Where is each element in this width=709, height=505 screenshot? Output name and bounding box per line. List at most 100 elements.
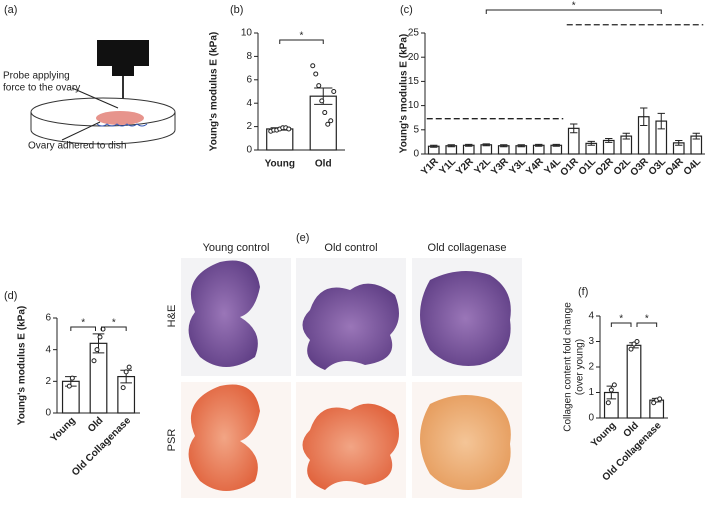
x-tick-label: O3R [628,156,651,179]
error-bar [587,140,595,146]
data-point [120,385,126,391]
data-point [611,382,617,388]
data-point [66,383,72,389]
y-tick-label: 3 [588,336,594,347]
error-bar [447,144,455,148]
significance-label: * [81,318,85,329]
x-tick-label: Y4R [524,156,546,178]
panel-label: (c) [400,4,413,16]
error-bar [482,143,490,147]
data-point [286,126,292,132]
diagram-label: Probe applying [3,71,70,82]
x-tick-label: Old [86,415,106,435]
data-point [94,347,100,353]
error-bar [535,143,543,147]
data-point [631,341,637,347]
panel-label: (b) [230,4,243,16]
y-tick-label: 2 [588,362,594,373]
panel-label: (f) [578,286,588,298]
y-tick-label: 4 [246,98,252,109]
error-bar [640,107,648,126]
y-axis-label: (over young) [575,339,586,395]
x-tick-label: Young [49,415,78,444]
error-bar [675,139,683,146]
x-tick-label: Y2R [454,156,476,178]
row-label: PSR [166,429,178,452]
significance-label: * [572,1,576,12]
significance-label: * [112,318,116,329]
x-tick-label: O4L [682,156,704,178]
significance-bracket [636,322,658,327]
significance-label: * [619,314,623,325]
significance-bracket [70,326,96,331]
x-tick-label: Young [589,420,618,449]
x-tick-label: O3L [647,156,669,178]
error-bar [622,132,630,140]
diagram-label: Ovary adhered to dish [28,141,126,152]
data-point [608,387,614,393]
y-tick-label: 0 [588,413,594,424]
y-tick-label: 6 [246,74,252,85]
y-axis-label: Young's modulus E (kPa) [17,306,28,425]
significance-bracket [101,326,127,331]
bar [309,95,337,151]
data-point [657,396,663,402]
x-tick-label: Young [265,159,295,170]
data-point [313,71,319,77]
x-tick-label: O2L [612,156,634,178]
x-tick-label: O1L [577,156,599,178]
y-tick-label: 2 [45,376,51,387]
diagram: Probe applying force to the ovary Ovary … [3,40,176,152]
data-point [319,98,325,104]
error-bar [465,143,473,147]
y-tick-label: 5 [413,124,419,135]
error-bar [657,112,665,130]
panel-label: (e) [296,232,309,244]
data-point [126,364,132,370]
y-tick-label: 1 [588,387,594,398]
bar [626,344,642,419]
y-tick-label: 4 [588,311,594,322]
y-tick-label: 0 [45,408,51,419]
x-tick-label: Y3R [489,156,511,178]
error-bar [500,144,508,148]
y-axis-label: Young's modulus E (kPa) [209,32,220,151]
y-tick-label: 6 [45,313,51,324]
data-point [325,121,331,127]
y-tick-label: 20 [408,52,420,63]
y-tick-label: 4 [45,344,51,355]
column-label: Old collagenase [428,242,507,254]
histology: Young control Old control Old collagenas… [166,242,522,498]
data-point [123,369,129,375]
y-tick-label: 0 [413,149,419,160]
error-bar [605,138,613,143]
error-bar [552,143,560,147]
x-tick-label: Y2L [472,156,493,177]
data-point [331,89,337,94]
column-label: Old control [324,242,377,254]
error-bar [692,132,700,140]
x-tick-label: O2R [593,156,616,179]
data-point [628,346,634,352]
data-point [97,334,103,340]
x-tick-label: Y3L [507,156,528,177]
panel-label: (a) [4,4,17,16]
y-axis-label: Collagen content fold change [563,302,574,432]
column-label: Young control [203,242,270,254]
data-point [322,110,328,116]
significance-bracket [485,9,662,14]
y-tick-label: 8 [246,51,252,62]
error-bar [570,123,578,134]
significance-label: * [645,314,649,325]
data-point [310,63,316,69]
data-point [634,339,640,344]
data-point [91,358,97,364]
data-point [651,400,657,406]
y-axis-label: Young's modulus E (kPa) [399,34,410,153]
significance-label: * [300,31,304,42]
significance-bracket [610,322,632,327]
data-point [328,118,334,124]
error-bar [517,144,525,148]
y-tick-label: 2 [246,121,252,132]
